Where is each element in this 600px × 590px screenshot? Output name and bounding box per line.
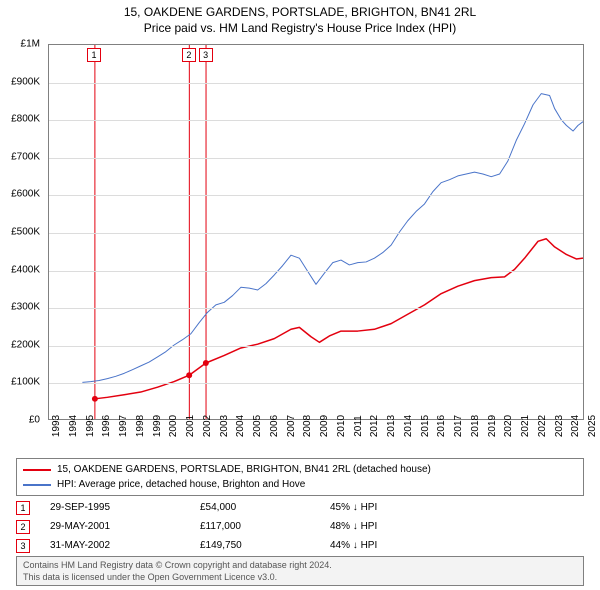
- legend-label: HPI: Average price, detached house, Brig…: [57, 477, 305, 492]
- x-tick-label: 1996: [101, 415, 112, 437]
- sale-badge-icon: 1: [16, 501, 30, 515]
- sale-diff: 45% ↓ HPI: [330, 502, 450, 513]
- x-tick-label: 2010: [336, 415, 347, 437]
- sale-price: £149,750: [200, 540, 330, 551]
- sale-diff: 44% ↓ HPI: [330, 540, 450, 551]
- sale-price: £54,000: [200, 502, 330, 513]
- sale-point-icon: [92, 396, 98, 402]
- x-tick-label: 2001: [185, 415, 196, 437]
- x-tick-label: 2004: [235, 415, 246, 437]
- x-tick-label: 2016: [436, 415, 447, 437]
- sale-badge-icon: 2: [16, 520, 30, 534]
- gridline: [49, 195, 583, 196]
- y-tick-label: £100K: [0, 377, 44, 388]
- sale-price: £117,000: [200, 521, 330, 532]
- x-tick-label: 2015: [420, 415, 431, 437]
- x-tick-label: 2019: [487, 415, 498, 437]
- gridline: [49, 346, 583, 347]
- x-tick-label: 2020: [503, 415, 514, 437]
- y-tick-label: £1M: [0, 39, 44, 50]
- x-tick-label: 2011: [353, 415, 364, 437]
- marker-badge: 2: [182, 48, 196, 62]
- x-tick-label: 2009: [319, 415, 330, 437]
- y-tick-label: £400K: [0, 264, 44, 275]
- legend-swatch-icon: [23, 469, 51, 471]
- sales-table: 1 29-SEP-1995£54,00045% ↓ HPI 2 29-MAY-2001…: [16, 498, 584, 555]
- x-tick-label: 1999: [152, 415, 163, 437]
- x-tick-label: 2013: [386, 415, 397, 437]
- x-tick-label: 2012: [369, 415, 380, 437]
- x-tick-label: 2023: [554, 415, 565, 437]
- x-tick-label: 1995: [85, 415, 96, 437]
- plot-area: [48, 44, 584, 420]
- gridline: [49, 83, 583, 84]
- sale-point-icon: [203, 360, 209, 366]
- gridline: [49, 271, 583, 272]
- sale-row: 1 29-SEP-1995£54,00045% ↓ HPI: [16, 498, 584, 517]
- x-tick-label: 2002: [202, 415, 213, 437]
- sale-badge-icon: 3: [16, 539, 30, 553]
- sale-row: 3 31-MAY-2002£149,75044% ↓ HPI: [16, 536, 584, 555]
- chart-svg: [49, 45, 583, 419]
- legend-item: HPI: Average price, detached house, Brig…: [23, 477, 577, 492]
- sale-date: 29-SEP-1995: [50, 502, 200, 513]
- footer-line1: Contains HM Land Registry data © Crown c…: [23, 559, 577, 571]
- legend-label: 15, OAKDENE GARDENS, PORTSLADE, BRIGHTON…: [57, 462, 431, 477]
- title-line2: Price paid vs. HM Land Registry's House …: [0, 20, 600, 36]
- legend-swatch-icon: [23, 484, 51, 486]
- x-tick-label: 2007: [286, 415, 297, 437]
- x-tick-label: 2006: [269, 415, 280, 437]
- x-tick-label: 2021: [520, 415, 531, 437]
- chart-container: 15, OAKDENE GARDENS, PORTSLADE, BRIGHTON…: [0, 0, 600, 590]
- attribution-footer: Contains HM Land Registry data © Crown c…: [16, 556, 584, 586]
- legend: 15, OAKDENE GARDENS, PORTSLADE, BRIGHTON…: [16, 458, 584, 496]
- gridline: [49, 233, 583, 234]
- gridline: [49, 158, 583, 159]
- sale-row: 2 29-MAY-2001£117,00048% ↓ HPI: [16, 517, 584, 536]
- y-tick-label: £600K: [0, 189, 44, 200]
- sale-diff: 48% ↓ HPI: [330, 521, 450, 532]
- y-tick-label: £500K: [0, 227, 44, 238]
- x-tick-label: 2025: [587, 415, 598, 437]
- x-tick-label: 2003: [219, 415, 230, 437]
- y-tick-label: £0: [0, 415, 44, 426]
- series-line: [82, 94, 583, 383]
- sale-date: 29-MAY-2001: [50, 521, 200, 532]
- legend-item: 15, OAKDENE GARDENS, PORTSLADE, BRIGHTON…: [23, 462, 577, 477]
- y-tick-label: £900K: [0, 76, 44, 87]
- x-tick-label: 2022: [537, 415, 548, 437]
- x-tick-label: 1993: [51, 415, 62, 437]
- y-tick-label: £800K: [0, 114, 44, 125]
- marker-badge: 1: [87, 48, 101, 62]
- footer-line2: This data is licensed under the Open Gov…: [23, 571, 577, 583]
- x-tick-label: 2000: [168, 415, 179, 437]
- x-tick-label: 2017: [453, 415, 464, 437]
- chart-title: 15, OAKDENE GARDENS, PORTSLADE, BRIGHTON…: [0, 0, 600, 36]
- y-tick-label: £300K: [0, 302, 44, 313]
- title-line1: 15, OAKDENE GARDENS, PORTSLADE, BRIGHTON…: [0, 4, 600, 20]
- y-tick-label: £200K: [0, 339, 44, 350]
- sale-point-icon: [186, 372, 192, 378]
- marker-badge: 3: [199, 48, 213, 62]
- x-tick-label: 1998: [135, 415, 146, 437]
- x-tick-label: 2005: [252, 415, 263, 437]
- series-line: [95, 239, 583, 399]
- sale-date: 31-MAY-2002: [50, 540, 200, 551]
- x-tick-label: 2008: [302, 415, 313, 437]
- y-tick-label: £700K: [0, 151, 44, 162]
- x-tick-label: 2014: [403, 415, 414, 437]
- x-tick-label: 2024: [570, 415, 581, 437]
- gridline: [49, 308, 583, 309]
- x-tick-label: 2018: [470, 415, 481, 437]
- gridline: [49, 383, 583, 384]
- x-tick-label: 1997: [118, 415, 129, 437]
- gridline: [49, 120, 583, 121]
- x-tick-label: 1994: [68, 415, 79, 437]
